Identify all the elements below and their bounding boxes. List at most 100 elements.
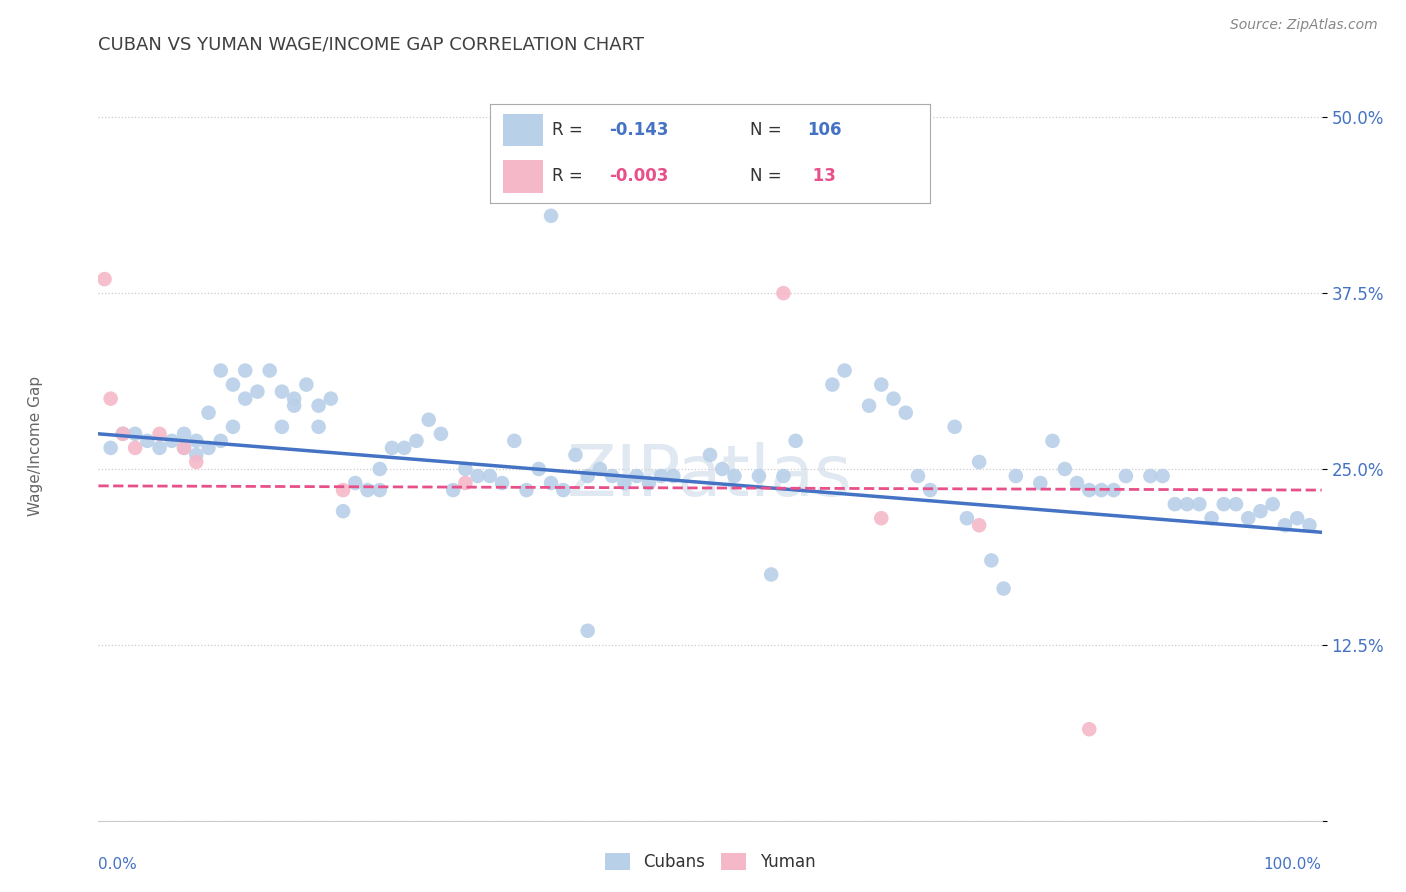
Point <box>100 392 122 406</box>
Point <box>1164 497 1187 511</box>
Point <box>124 426 146 441</box>
Point <box>920 483 942 497</box>
Point <box>516 483 538 497</box>
Text: 0.0%: 0.0% <box>98 857 138 872</box>
Point <box>356 483 378 497</box>
Point <box>491 476 513 491</box>
Point <box>589 462 612 476</box>
Point <box>748 469 770 483</box>
Point <box>967 518 990 533</box>
Point <box>626 469 648 483</box>
Point <box>368 462 391 476</box>
Point <box>381 441 404 455</box>
Point <box>222 377 245 392</box>
Point <box>392 441 416 455</box>
Point <box>93 272 115 286</box>
Point <box>576 469 599 483</box>
Point <box>870 377 893 392</box>
Point <box>1175 497 1198 511</box>
Point <box>186 434 208 448</box>
Point <box>332 504 354 518</box>
Point <box>699 448 721 462</box>
Text: Source: ZipAtlas.com: Source: ZipAtlas.com <box>1230 18 1378 32</box>
Point <box>540 209 562 223</box>
Point <box>553 483 575 497</box>
Point <box>1078 483 1101 497</box>
Point <box>821 377 844 392</box>
Point <box>149 441 172 455</box>
Point <box>111 426 134 441</box>
Point <box>441 483 464 497</box>
Point <box>967 455 990 469</box>
Point <box>270 419 294 434</box>
Point <box>858 399 880 413</box>
Point <box>637 476 661 491</box>
Point <box>124 441 146 455</box>
Point <box>1201 511 1223 525</box>
Point <box>259 363 281 377</box>
Point <box>136 434 159 448</box>
Point <box>723 469 745 483</box>
Point <box>160 434 183 448</box>
Point <box>1029 476 1052 491</box>
Point <box>711 462 734 476</box>
Point <box>527 462 550 476</box>
Point <box>883 392 905 406</box>
Point <box>870 511 893 525</box>
Point <box>1225 497 1247 511</box>
Point <box>1004 469 1026 483</box>
Point <box>772 469 794 483</box>
Point <box>980 553 1002 567</box>
Point <box>1188 497 1211 511</box>
Point <box>1261 497 1284 511</box>
Legend: Cubans, Yuman: Cubans, Yuman <box>598 847 823 878</box>
Point <box>197 406 219 420</box>
Point <box>209 434 232 448</box>
Point <box>1286 511 1309 525</box>
Point <box>405 434 427 448</box>
Point <box>1237 511 1260 525</box>
Point <box>1212 497 1234 511</box>
Point <box>1152 469 1174 483</box>
Point <box>100 441 122 455</box>
Point <box>1115 469 1137 483</box>
Point <box>576 624 599 638</box>
Point <box>613 476 636 491</box>
Text: 100.0%: 100.0% <box>1264 857 1322 872</box>
Point <box>209 363 232 377</box>
Point <box>1042 434 1064 448</box>
Point <box>943 419 966 434</box>
Point <box>993 582 1015 596</box>
Point <box>233 363 256 377</box>
Point <box>772 286 794 301</box>
Point <box>186 455 208 469</box>
Text: ZIPatlas: ZIPatlas <box>567 442 853 511</box>
Point <box>600 469 623 483</box>
Point <box>894 406 917 420</box>
Point <box>332 483 354 497</box>
Point <box>662 469 685 483</box>
Point <box>222 419 245 434</box>
Point <box>454 462 477 476</box>
Point <box>467 469 489 483</box>
Point <box>1078 723 1101 737</box>
Point <box>1298 518 1320 533</box>
Point <box>149 426 172 441</box>
Point <box>430 426 453 441</box>
Point <box>1250 504 1272 518</box>
Point <box>319 392 342 406</box>
Point <box>1066 476 1088 491</box>
Point <box>418 413 440 427</box>
Text: Wage/Income Gap: Wage/Income Gap <box>28 376 42 516</box>
Point <box>186 448 208 462</box>
Point <box>308 399 330 413</box>
Point <box>1274 518 1296 533</box>
Point <box>478 469 501 483</box>
Point <box>270 384 294 399</box>
Point <box>785 434 807 448</box>
Point <box>1090 483 1112 497</box>
Point <box>111 426 134 441</box>
Text: CUBAN VS YUMAN WAGE/INCOME GAP CORRELATION CHART: CUBAN VS YUMAN WAGE/INCOME GAP CORRELATI… <box>98 36 644 54</box>
Point <box>834 363 856 377</box>
Point <box>650 469 672 483</box>
